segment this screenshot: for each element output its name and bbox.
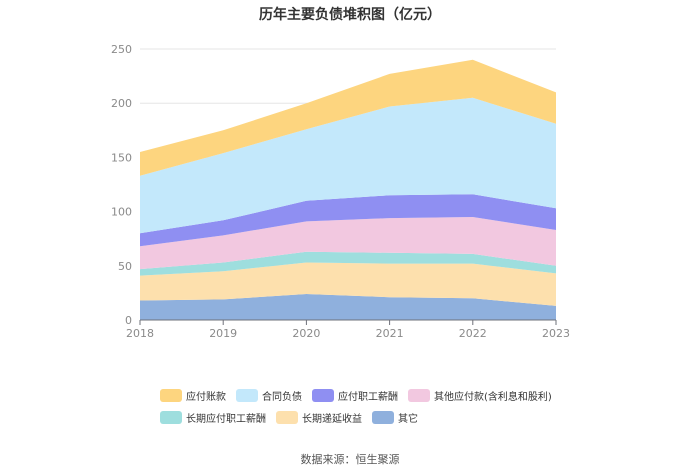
y-tick-label: 100 (111, 206, 132, 219)
legend-item[interactable]: 合同负债 (236, 388, 302, 403)
data-source: 数据来源：恒生聚源 (300, 453, 400, 466)
legend-item[interactable]: 应付账款 (160, 388, 226, 403)
legend-swatch (276, 411, 298, 424)
legend-label: 其它 (398, 414, 418, 425)
area-series-5 (140, 97, 556, 234)
area-series-1 (140, 262, 556, 306)
legend-label: 合同负债 (262, 392, 302, 403)
legend-label: 应付账款 (186, 392, 226, 403)
chart-title: 历年主要负债堆积图（亿元） (259, 7, 441, 23)
legend-swatch (408, 389, 430, 402)
area-series-4 (140, 194, 556, 247)
legend: 应付账款 合同负债 应付职工薪酬 其他应付款(含利息和股利) 长期应付职工薪酬 长期递延收… (160, 388, 600, 432)
x-tick-label: 2020 (292, 327, 320, 340)
area-series-0 (140, 294, 556, 320)
y-tick-label: 0 (125, 314, 132, 327)
x-tick-label: 2021 (376, 327, 404, 340)
x-tick-label: 2023 (542, 327, 570, 340)
legend-label: 长期应付职工薪酬 (186, 414, 266, 425)
area-series-3 (140, 217, 556, 270)
legend-label: 其他应付款(含利息和股利) (434, 392, 552, 403)
legend-item[interactable]: 应付职工薪酬 (312, 388, 398, 403)
y-tick-label: 50 (118, 260, 132, 273)
legend-swatch (236, 389, 258, 402)
legend-item[interactable]: 长期应付职工薪酬 (160, 410, 266, 425)
y-tick-label: 150 (111, 151, 132, 164)
chart-plot: 0 50 100 150 200 250 2018 2019 2020 2021 2022 2023 (111, 43, 570, 340)
x-tick-label: 2019 (209, 327, 237, 340)
area-series-6 (140, 59, 556, 176)
y-tick-label: 250 (111, 43, 132, 56)
legend-label: 应付职工薪酬 (338, 392, 398, 403)
legend-swatch (372, 411, 394, 424)
x-tick-label: 2022 (459, 327, 487, 340)
legend-item[interactable]: 长期递延收益 (276, 410, 362, 425)
x-tick-label: 2018 (126, 327, 154, 340)
legend-item[interactable]: 其他应付款(含利息和股利) (408, 388, 552, 403)
legend-item[interactable]: 其它 (372, 410, 418, 425)
legend-swatch (312, 389, 334, 402)
y-tick-label: 200 (111, 97, 132, 110)
area-series-2 (140, 251, 556, 276)
legend-swatch (160, 411, 182, 424)
legend-swatch (160, 389, 182, 402)
legend-label: 长期递延收益 (302, 414, 362, 425)
